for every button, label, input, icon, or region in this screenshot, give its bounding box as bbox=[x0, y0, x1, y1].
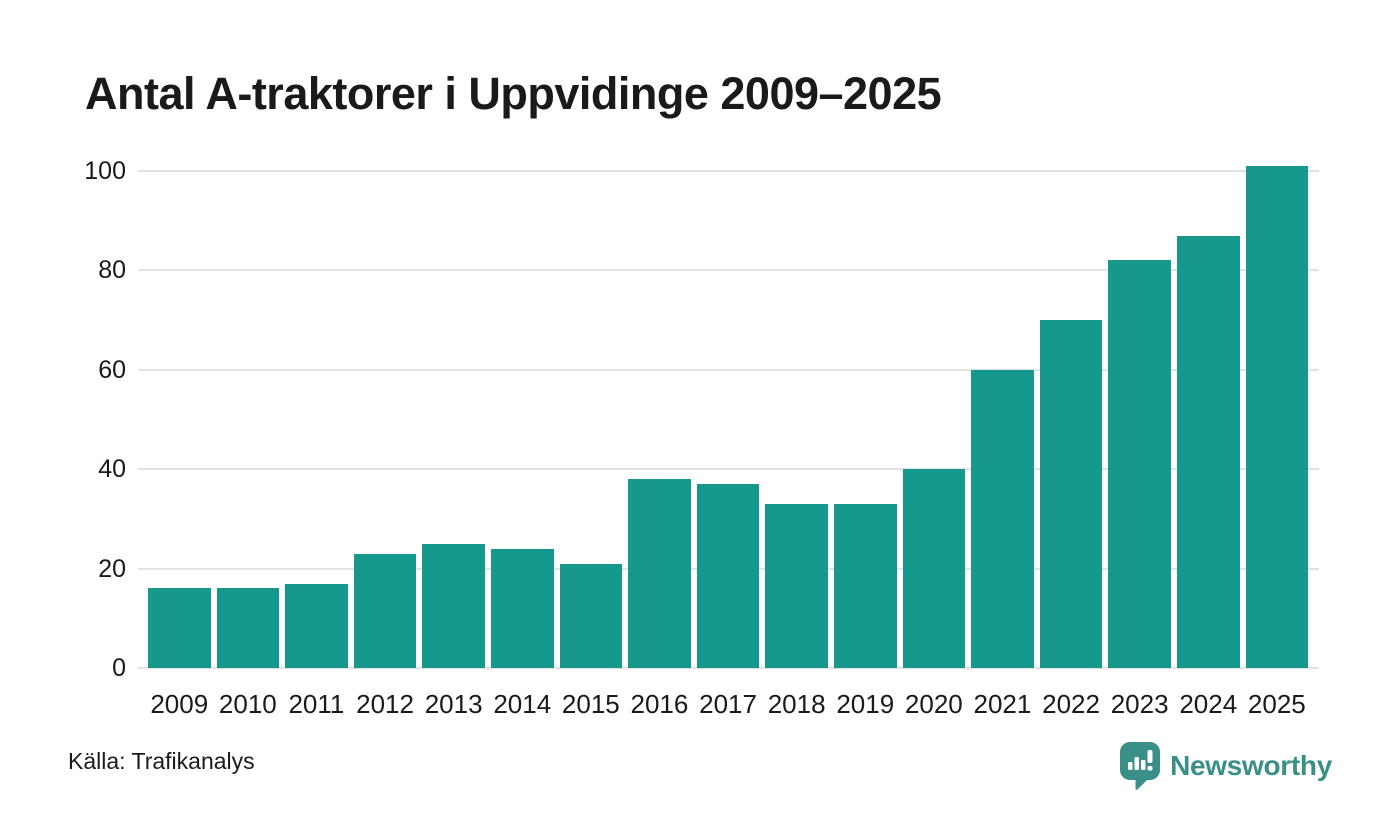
bar-2023 bbox=[1108, 260, 1171, 668]
bar-2024 bbox=[1177, 235, 1240, 668]
bar-2010 bbox=[216, 588, 280, 668]
y-tick-label: 40 bbox=[98, 455, 126, 484]
x-tick-label: 2011 bbox=[288, 689, 345, 719]
bar-2011 bbox=[285, 583, 348, 668]
gridline bbox=[138, 170, 1319, 172]
x-tick-label: 2020 bbox=[904, 689, 963, 719]
x-tick-label: 2016 bbox=[630, 689, 689, 719]
x-tick-label: 2022 bbox=[1042, 689, 1100, 719]
x-tick-label: 2023 bbox=[1110, 689, 1169, 719]
bar-2015 bbox=[559, 563, 623, 668]
plot-area: 0 20 40 60 80 100 2009 2010 2011 2012 2013 2014 2015… bbox=[84, 157, 1319, 719]
bar-2017 bbox=[696, 484, 760, 668]
x-tick-label: 2010 bbox=[218, 689, 277, 719]
gridline bbox=[138, 368, 1319, 371]
x-tick-label: 2018 bbox=[767, 689, 826, 719]
x-tick-label: 2012 bbox=[356, 689, 414, 719]
newsworthy-logo[interactable]: Newsworthy bbox=[1120, 742, 1332, 790]
y-tick-label: 80 bbox=[98, 256, 126, 285]
y-tick-label: 100 bbox=[84, 157, 126, 185]
x-tick-label: 2019 bbox=[836, 689, 895, 719]
bar-chart-speech-bubble-icon bbox=[1120, 742, 1161, 790]
gridline bbox=[138, 269, 1319, 272]
y-tick-label: 0 bbox=[112, 654, 126, 682]
x-tick-label: 2014 bbox=[493, 689, 552, 719]
y-tick-label: 60 bbox=[98, 355, 126, 384]
x-tick-label: 2009 bbox=[150, 689, 209, 719]
x-tick-label: 2025 bbox=[1247, 689, 1306, 719]
bar-2018 bbox=[765, 504, 828, 668]
bar-2016 bbox=[628, 479, 691, 668]
bar-2009 bbox=[148, 588, 211, 668]
x-tick-label: 2013 bbox=[424, 689, 483, 719]
bar-2013 bbox=[422, 543, 485, 668]
bar-2022 bbox=[1039, 320, 1103, 668]
x-tick-label: 2017 bbox=[699, 689, 757, 719]
chart-title: Antal A-traktorer i Uppvidinge 2009–2025 bbox=[85, 68, 942, 119]
y-tick-label: 20 bbox=[98, 554, 126, 583]
bar-2012 bbox=[353, 553, 417, 668]
bar-2025 bbox=[1245, 166, 1309, 668]
bar-2019 bbox=[834, 504, 897, 668]
bar-2021 bbox=[971, 369, 1034, 668]
x-tick-label: 2021 bbox=[973, 689, 1032, 719]
newsworthy-wordmark: Newsworthy bbox=[1170, 750, 1332, 781]
source-note: Källa: Trafikanalys bbox=[68, 748, 255, 774]
x-tick-label: 2015 bbox=[561, 689, 620, 719]
gridline bbox=[138, 667, 1319, 669]
x-tick-label: 2024 bbox=[1179, 689, 1238, 719]
bar-2014 bbox=[491, 548, 554, 668]
bar-2020 bbox=[902, 469, 966, 668]
gridline bbox=[138, 468, 1319, 471]
